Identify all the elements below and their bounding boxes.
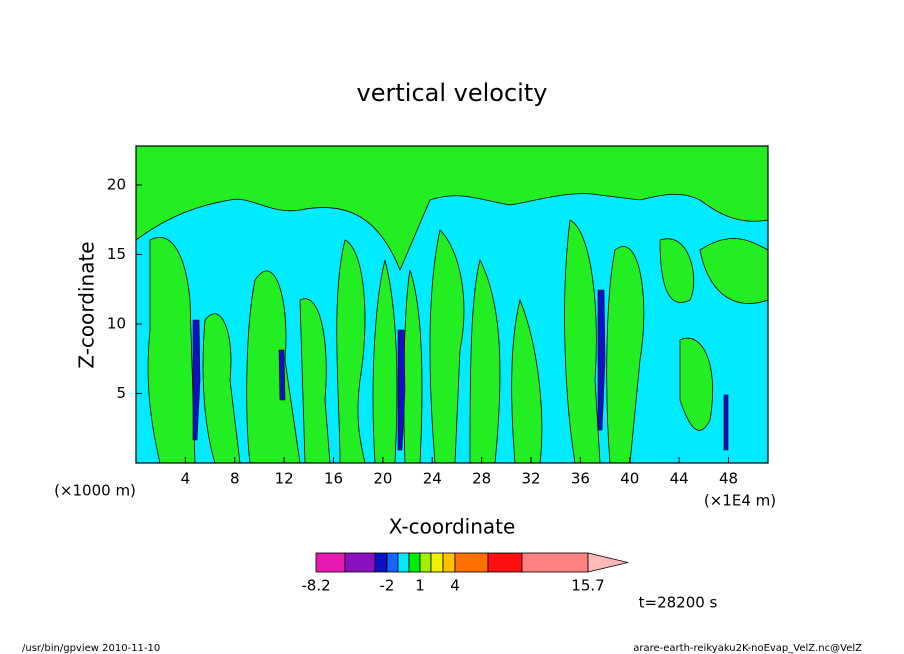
colorbar-tick-label: -2 [380,577,395,595]
y-tick-label: 20 [107,175,126,193]
x-tick-label: 40 [620,470,639,488]
colorbar-segment [454,552,489,573]
colorbar-tick-label: 15.7 [571,577,604,595]
colorbar-tick-label: 4 [450,577,460,595]
footer-right: arare-earth-reikyaku2K-noEvap_VelZ.nc@Ve… [633,643,862,654]
x-tick-label: 4 [181,470,191,488]
y-tick-label: 5 [116,384,126,402]
x-tick-label: 48 [719,470,738,488]
colorbar-tick-label: 1 [415,577,425,595]
contour-streaks [192,289,729,451]
x-tick-label: 16 [324,470,343,488]
x-tick-label: 12 [275,470,294,488]
time-label: t=28200 s [639,594,718,612]
colorbar-segment [521,552,589,573]
colorbar-segment [419,552,432,573]
colorbar-segment [386,552,399,573]
x-unit-right: (×1E4 m) [704,492,776,510]
colorbar: -8.2 -2 1 4 15.7 [301,552,629,595]
plot-area [135,145,769,464]
colorbar-segment [487,552,523,573]
x-tick-label: 24 [423,470,442,488]
x-tick-label: 32 [521,470,540,488]
colorbar-segment [442,552,456,573]
plot-frame [135,145,769,464]
colorbar-tick-label: -8.2 [301,577,330,595]
footer-left: /usr/bin/gpview 2010-11-10 [22,643,160,654]
x-tick-label: 28 [472,470,491,488]
y-tick-label: 15 [107,245,126,263]
y-axis-label: Z-coordinate [75,241,99,368]
x-axis-label: X-coordinate [389,515,516,539]
colorbar-extension [587,552,629,573]
colorbar-segment [397,552,410,573]
colorbar-segment [430,552,444,573]
x-unit-left: (×1000 m) [54,482,136,500]
x-tick-label: 20 [373,470,392,488]
colorbar-segment [315,552,346,573]
colorbar-segment [374,552,388,573]
x-tick-label: 44 [670,470,689,488]
chart-title: vertical velocity [357,79,548,107]
x-tick-label: 8 [230,470,240,488]
colorbar-segment [408,552,421,573]
x-tick-label: 36 [571,470,590,488]
y-tick-label: 10 [107,314,126,332]
contour-regions [135,145,769,464]
colorbar-segment [344,552,376,573]
